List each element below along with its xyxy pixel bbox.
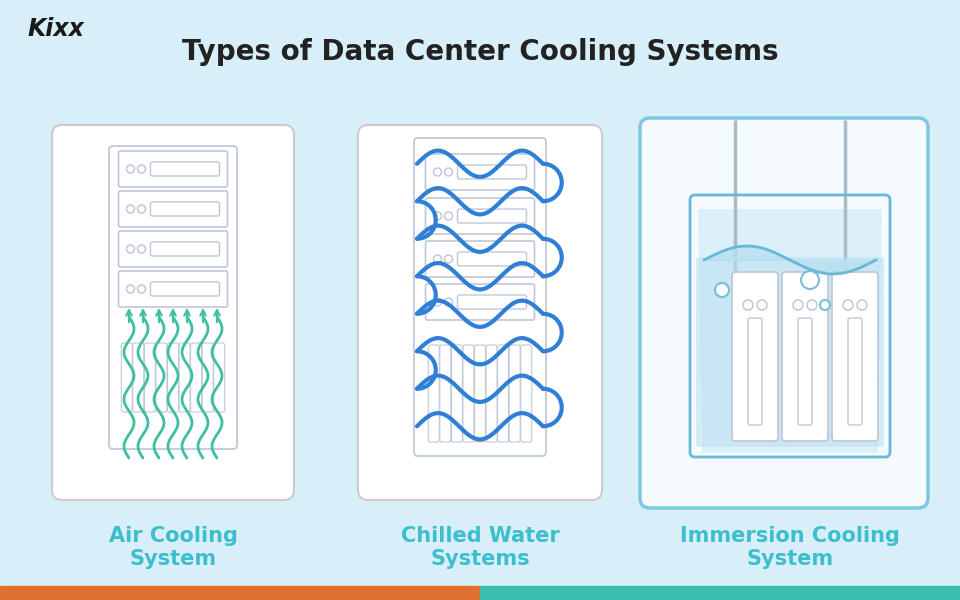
FancyBboxPatch shape: [109, 146, 237, 449]
FancyBboxPatch shape: [167, 343, 179, 412]
FancyBboxPatch shape: [458, 165, 526, 179]
FancyBboxPatch shape: [748, 318, 762, 425]
FancyBboxPatch shape: [121, 343, 132, 412]
Bar: [480, 586, 960, 600]
FancyBboxPatch shape: [782, 272, 828, 441]
FancyBboxPatch shape: [118, 271, 228, 307]
FancyBboxPatch shape: [458, 295, 526, 309]
Bar: [0, 586, 480, 600]
FancyBboxPatch shape: [144, 343, 156, 412]
Polygon shape: [699, 210, 881, 452]
FancyBboxPatch shape: [696, 257, 884, 447]
FancyBboxPatch shape: [425, 241, 535, 277]
FancyBboxPatch shape: [132, 343, 144, 412]
FancyBboxPatch shape: [798, 318, 812, 425]
FancyBboxPatch shape: [156, 343, 167, 412]
Text: Types of Data Center Cooling Systems: Types of Data Center Cooling Systems: [181, 38, 779, 66]
FancyBboxPatch shape: [118, 231, 228, 267]
Circle shape: [820, 300, 830, 310]
FancyBboxPatch shape: [848, 318, 862, 425]
FancyBboxPatch shape: [118, 191, 228, 227]
Text: Air Cooling
System: Air Cooling System: [108, 526, 237, 569]
FancyBboxPatch shape: [151, 202, 220, 216]
Text: Chilled Water
Systems: Chilled Water Systems: [400, 526, 560, 569]
FancyBboxPatch shape: [180, 343, 190, 412]
FancyBboxPatch shape: [832, 272, 878, 441]
FancyBboxPatch shape: [451, 345, 463, 442]
FancyBboxPatch shape: [486, 345, 497, 442]
FancyBboxPatch shape: [118, 151, 228, 187]
FancyBboxPatch shape: [52, 125, 294, 500]
FancyBboxPatch shape: [640, 118, 928, 508]
FancyBboxPatch shape: [474, 345, 486, 442]
FancyBboxPatch shape: [463, 345, 474, 442]
FancyBboxPatch shape: [358, 125, 602, 500]
FancyBboxPatch shape: [191, 343, 202, 412]
FancyBboxPatch shape: [151, 282, 220, 296]
Circle shape: [801, 271, 819, 289]
FancyBboxPatch shape: [440, 345, 451, 442]
FancyBboxPatch shape: [428, 345, 440, 442]
FancyBboxPatch shape: [151, 242, 220, 256]
FancyBboxPatch shape: [458, 252, 526, 266]
FancyBboxPatch shape: [414, 138, 546, 456]
FancyBboxPatch shape: [425, 154, 535, 190]
Text: Kixx: Kixx: [28, 17, 84, 41]
Circle shape: [715, 283, 729, 297]
FancyBboxPatch shape: [214, 343, 225, 412]
FancyBboxPatch shape: [458, 209, 526, 223]
FancyBboxPatch shape: [732, 272, 778, 441]
FancyBboxPatch shape: [497, 345, 509, 442]
FancyBboxPatch shape: [425, 198, 535, 234]
FancyBboxPatch shape: [509, 345, 520, 442]
Text: Immersion Cooling
System: Immersion Cooling System: [680, 526, 900, 569]
FancyBboxPatch shape: [151, 162, 220, 176]
FancyBboxPatch shape: [425, 284, 535, 320]
FancyBboxPatch shape: [203, 343, 213, 412]
FancyBboxPatch shape: [520, 345, 532, 442]
